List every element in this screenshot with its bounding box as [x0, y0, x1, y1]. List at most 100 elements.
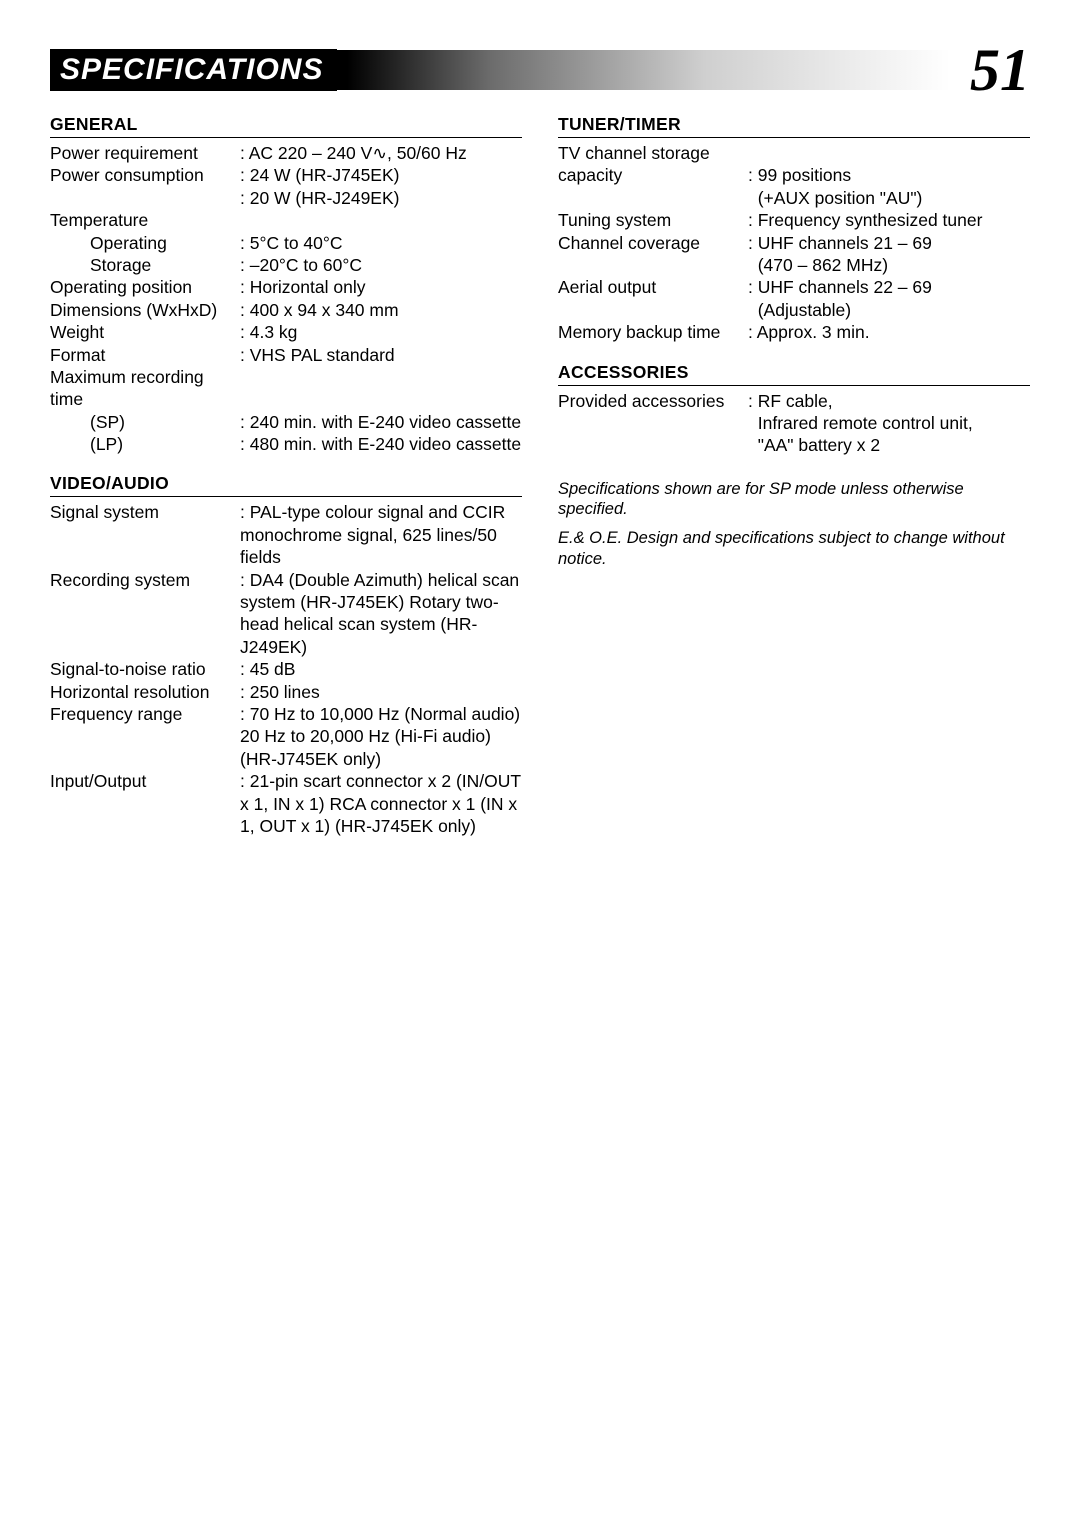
spec-row: Temperature	[50, 209, 522, 231]
section-gap	[50, 455, 522, 469]
spec-value: : 99 positions	[748, 164, 1030, 186]
spec-label: Signal system	[50, 501, 240, 523]
title-strip: SPECIFICATIONS	[50, 49, 950, 91]
spec-row: Aerial output: UHF channels 22 – 69	[558, 276, 1030, 298]
spec-value: "AA" battery x 2	[748, 434, 1030, 456]
spec-label: Temperature	[50, 209, 240, 231]
spec-value: : 240 min. with E-240 video cassette	[240, 411, 522, 433]
spec-label: Aerial output	[558, 276, 748, 298]
title-fade	[335, 50, 950, 90]
left-column: GENERAL Power requirement: AC 220 – 240 V…	[50, 110, 522, 851]
spec-value: : 20 W (HR-J249EK)	[240, 187, 522, 209]
spec-label: Memory backup time	[558, 321, 748, 343]
spec-row: Dimensions (WxHxD): 400 x 94 x 340 mm	[50, 299, 522, 321]
spec-row: (LP): 480 min. with E-240 video cassette	[50, 433, 522, 455]
spec-row: capacity: 99 positions	[558, 164, 1030, 186]
spec-label: Input/Output	[50, 770, 240, 792]
spec-row: Recording system: DA4 (Double Azimuth) h…	[50, 569, 522, 659]
spec-row: (+AUX position "AU")	[558, 187, 1030, 209]
spec-row: Maximum recording time	[50, 366, 522, 411]
spec-value: : 480 min. with E-240 video cassette	[240, 433, 522, 455]
spec-value: : 70 Hz to 10,000 Hz (Normal audio) 20 H…	[240, 703, 522, 770]
spec-row: Tuning system: Frequency synthesized tun…	[558, 209, 1030, 231]
spec-value: (+AUX position "AU")	[748, 187, 1030, 209]
spec-row: "AA" battery x 2	[558, 434, 1030, 456]
spec-row: Format: VHS PAL standard	[50, 344, 522, 366]
spec-label: Operating position	[50, 276, 240, 298]
spec-label: Power requirement	[50, 142, 240, 164]
spec-value: : –20°C to 60°C	[240, 254, 522, 276]
spec-row: Power requirement: AC 220 – 240 V∿, 50/6…	[50, 142, 522, 164]
spec-label: Operating	[50, 232, 240, 254]
spec-value: : 24 W (HR-J745EK)	[240, 164, 522, 186]
spec-label: capacity	[558, 164, 748, 186]
section-gap	[558, 457, 1030, 471]
spec-value: : Horizontal only	[240, 276, 522, 298]
spec-row: Storage: –20°C to 60°C	[50, 254, 522, 276]
spec-label: Dimensions (WxHxD)	[50, 299, 240, 321]
content-columns: GENERAL Power requirement: AC 220 – 240 V…	[50, 110, 1030, 851]
spec-row: Operating position: Horizontal only	[50, 276, 522, 298]
spec-row: Frequency range: 70 Hz to 10,000 Hz (Nor…	[50, 703, 522, 770]
spec-value: : UHF channels 22 – 69	[748, 276, 1030, 298]
spec-row: Power consumption: 24 W (HR-J745EK)	[50, 164, 522, 186]
spec-value: : PAL-type colour signal and CCIR monoch…	[240, 501, 522, 568]
section-heading: ACCESSORIES	[558, 362, 1030, 386]
footnote: E.& O.E. Design and specifications subje…	[558, 528, 1030, 569]
spec-row: Horizontal resolution: 250 lines	[50, 681, 522, 703]
spec-label: Recording system	[50, 569, 240, 591]
spec-label: Channel coverage	[558, 232, 748, 254]
spec-row: Weight: 4.3 kg	[50, 321, 522, 343]
spec-value: : 4.3 kg	[240, 321, 522, 343]
spec-value: : UHF channels 21 – 69	[748, 232, 1030, 254]
spec-value: (Adjustable)	[748, 299, 1030, 321]
spec-row: Provided accessories: RF cable,	[558, 390, 1030, 412]
spec-row: TV channel storage	[558, 142, 1030, 164]
spec-row: Channel coverage: UHF channels 21 – 69	[558, 232, 1030, 254]
spec-value: : 250 lines	[240, 681, 522, 703]
spec-row: Signal-to-noise ratio: 45 dB	[50, 658, 522, 680]
spec-label: Maximum recording time	[50, 366, 240, 411]
section-gap	[50, 837, 522, 851]
spec-value: : 400 x 94 x 340 mm	[240, 299, 522, 321]
page-header: SPECIFICATIONS 51	[50, 40, 1030, 100]
page-number: 51	[970, 40, 1030, 100]
spec-row: Signal system: PAL-type colour signal an…	[50, 501, 522, 568]
spec-value: : 21-pin scart connector x 2 (IN/OUT x 1…	[240, 770, 522, 837]
section-heading: TUNER/TIMER	[558, 114, 1030, 138]
spec-label: Signal-to-noise ratio	[50, 658, 240, 680]
spec-value: : Approx. 3 min.	[748, 321, 1030, 343]
spec-row: Input/Output: 21-pin scart connector x 2…	[50, 770, 522, 837]
spec-value: : 5°C to 40°C	[240, 232, 522, 254]
right-column: TUNER/TIMER TV channel storagecapacity: 9…	[558, 110, 1030, 851]
spec-value: : 45 dB	[240, 658, 522, 680]
spec-row: Memory backup time: Approx. 3 min.	[558, 321, 1030, 343]
page-title: SPECIFICATIONS	[50, 49, 337, 91]
spec-value: : RF cable,	[748, 390, 1030, 412]
spec-label: (SP)	[50, 411, 240, 433]
spec-value: (470 – 862 MHz)	[748, 254, 1030, 276]
spec-value: : DA4 (Double Azimuth) helical scan syst…	[240, 569, 522, 659]
spec-label: Format	[50, 344, 240, 366]
spec-label: Horizontal resolution	[50, 681, 240, 703]
spec-row: Infrared remote control unit,	[558, 412, 1030, 434]
spec-label: (LP)	[50, 433, 240, 455]
spec-row: : 20 W (HR-J249EK)	[50, 187, 522, 209]
spec-label: Weight	[50, 321, 240, 343]
spec-row: (470 – 862 MHz)	[558, 254, 1030, 276]
spec-row: (SP): 240 min. with E-240 video cassette	[50, 411, 522, 433]
spec-value: : AC 220 – 240 V∿, 50/60 Hz	[240, 142, 522, 164]
spec-label: Provided accessories	[558, 390, 748, 412]
spec-label: Power consumption	[50, 164, 240, 186]
spec-label: TV channel storage	[558, 142, 748, 164]
section-heading: GENERAL	[50, 114, 522, 138]
section-gap	[558, 344, 1030, 358]
spec-value: : VHS PAL standard	[240, 344, 522, 366]
section-heading: VIDEO/AUDIO	[50, 473, 522, 497]
footnote: Specifications shown are for SP mode unl…	[558, 479, 1030, 520]
spec-label: Tuning system	[558, 209, 748, 231]
spec-value: Infrared remote control unit,	[748, 412, 1030, 434]
spec-label: Frequency range	[50, 703, 240, 725]
spec-row: (Adjustable)	[558, 299, 1030, 321]
spec-label: Storage	[50, 254, 240, 276]
